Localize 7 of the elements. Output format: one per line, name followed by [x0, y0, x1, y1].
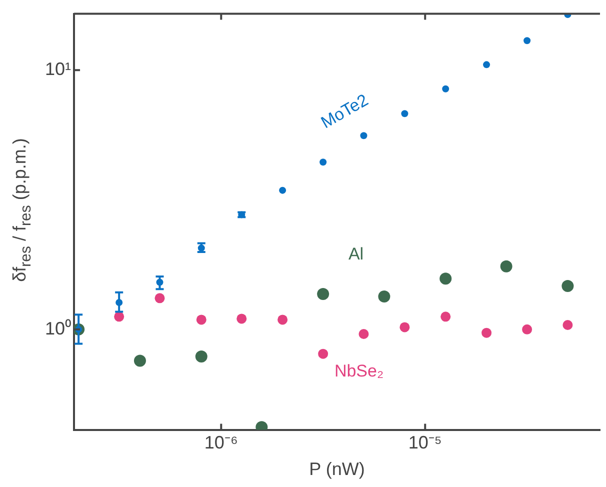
- x-tick-label: 10⁻⁵: [408, 432, 442, 453]
- y-tick-label: 10¹: [45, 59, 72, 80]
- y-tick-label: 10⁰: [44, 318, 72, 338]
- x-axis-title: P (nW): [309, 459, 365, 480]
- x-tick-label: 10⁻⁶: [204, 432, 238, 453]
- series-label: Al: [348, 244, 364, 264]
- series-label: NbSe₂: [334, 362, 384, 381]
